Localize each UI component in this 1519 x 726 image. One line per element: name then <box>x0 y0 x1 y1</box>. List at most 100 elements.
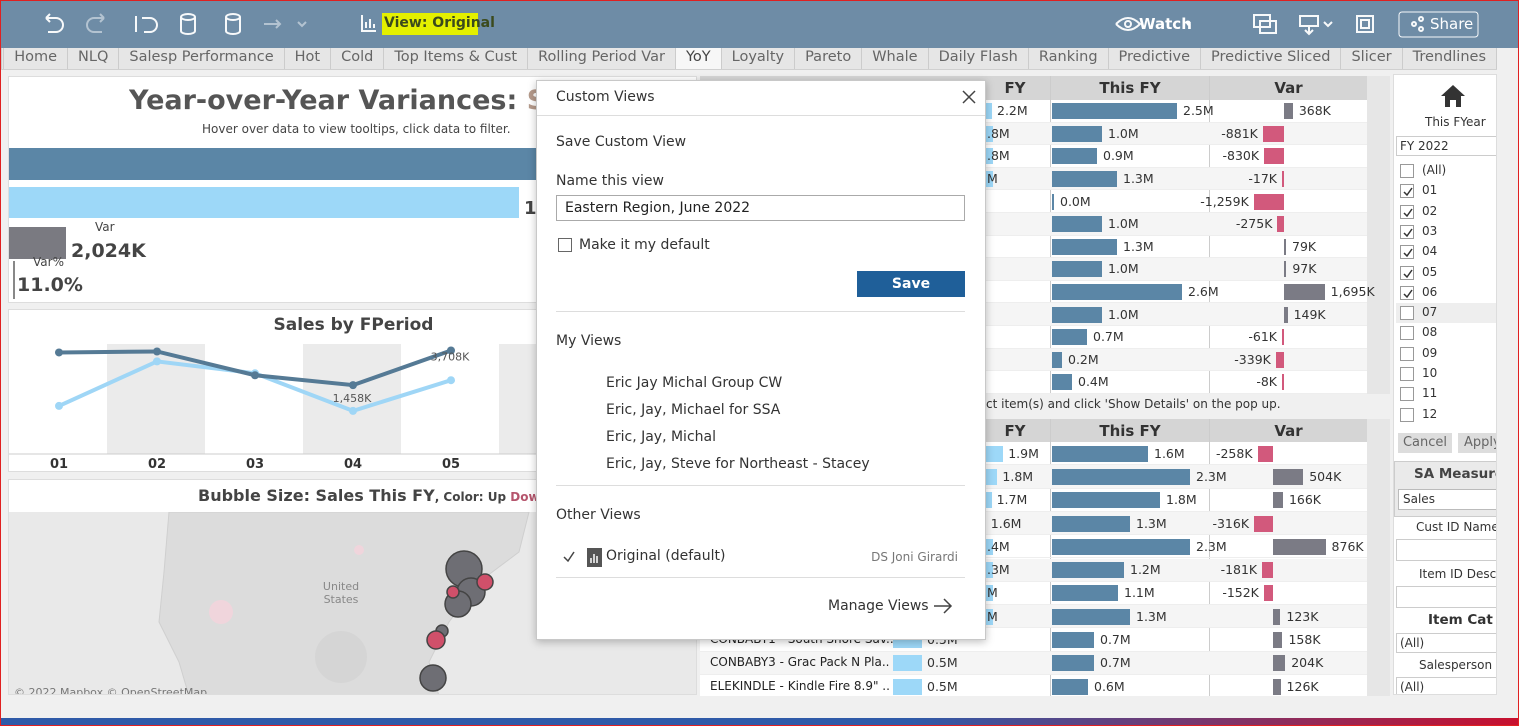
watch-button[interactable]: Watch <box>1139 15 1192 33</box>
checkbox[interactable] <box>1400 326 1414 341</box>
var-bar[interactable] <box>1262 125 1284 142</box>
this-fy-bar[interactable] <box>1052 655 1094 672</box>
tab-menu[interactable] <box>0 48 3 69</box>
tab[interactable]: Pareto <box>795 48 863 69</box>
this-fy-bar[interactable] <box>1052 468 1190 485</box>
close-icon[interactable] <box>962 90 976 104</box>
tab[interactable]: Salesp Performance <box>119 48 285 69</box>
var-bar[interactable] <box>1282 374 1284 391</box>
manage-views-link[interactable]: Manage Views <box>828 598 929 614</box>
this-fy-bar[interactable] <box>1052 445 1148 462</box>
checkbox[interactable] <box>1400 306 1414 321</box>
tab[interactable]: Hot <box>285 48 332 69</box>
filter-option[interactable]: (All) <box>1396 161 1496 181</box>
table-row[interactable]: 1.3M 79K <box>700 236 1367 259</box>
this-fy-bar[interactable] <box>1052 193 1054 210</box>
var-bar[interactable] <box>1284 261 1287 278</box>
this-fy-bar[interactable] <box>1052 538 1190 555</box>
cat-dropdown[interactable]: (All) <box>1396 633 1496 653</box>
filter-option[interactable]: 10 <box>1396 364 1496 384</box>
tab[interactable]: Predictive <box>1109 48 1202 69</box>
tab[interactable]: Cold <box>331 48 385 69</box>
this-fy-bar[interactable] <box>1052 678 1088 695</box>
this-fy-bar[interactable] <box>1052 148 1097 165</box>
fy-bar[interactable] <box>893 655 922 672</box>
checkbox[interactable] <box>1400 265 1414 280</box>
sales-this-bar[interactable] <box>9 187 519 218</box>
this-fy-bar[interactable] <box>1052 585 1118 602</box>
tab[interactable]: Predictive Sliced <box>1201 48 1342 69</box>
this-fy-bar[interactable] <box>1052 261 1102 278</box>
this-fy-bar[interactable] <box>1052 492 1160 509</box>
tab[interactable]: Ranking <box>1029 48 1109 69</box>
view-item[interactable]: Eric, Jay, Michal <box>606 429 716 445</box>
table-row[interactable]: ELEKINDLE - Kindle Fire 8.9" .. 0.5M 0.6M 1… <box>700 675 1367 699</box>
checkbox[interactable] <box>1400 224 1414 239</box>
tab[interactable]: Top Items & Cust <box>384 48 529 69</box>
filter-option[interactable]: 07 <box>1396 303 1496 324</box>
checkbox[interactable] <box>1400 164 1414 178</box>
filter-option[interactable]: 06 <box>1396 283 1496 303</box>
this-fy-bar[interactable] <box>1052 329 1087 346</box>
tab[interactable]: Home <box>4 48 69 69</box>
var-bar[interactable] <box>1264 148 1284 165</box>
item-input[interactable] <box>1396 586 1496 608</box>
tab[interactable]: Whale <box>862 48 929 69</box>
checkbox[interactable] <box>1400 407 1414 422</box>
var-bar[interactable] <box>1254 515 1273 532</box>
var-bar[interactable] <box>1273 492 1283 509</box>
view-item[interactable]: Original (default) <box>606 548 726 564</box>
checkbox[interactable] <box>1400 346 1414 361</box>
filter-option[interactable]: 08 <box>1396 323 1496 343</box>
apply-button[interactable]: Apply <box>1458 433 1496 453</box>
tab[interactable]: YoY <box>675 48 722 69</box>
tab[interactable]: Loyalty <box>722 48 796 69</box>
var-bar[interactable] <box>1282 171 1284 188</box>
var-bar[interactable] <box>1282 329 1284 346</box>
this-fy-bar[interactable] <box>1052 608 1130 625</box>
checkbox[interactable] <box>1400 367 1414 381</box>
year-dropdown[interactable]: FY 2022 <box>1396 136 1496 156</box>
var-bar[interactable] <box>1275 351 1284 368</box>
share-button[interactable]: Share <box>1430 15 1474 33</box>
this-fy-bar[interactable] <box>1052 374 1072 391</box>
var-bar[interactable] <box>9 227 66 259</box>
table-row[interactable]: 0.4M -8K <box>700 371 1367 394</box>
tab[interactable]: Trendlines <box>1403 48 1497 69</box>
measure-dropdown[interactable]: Sales <box>1398 489 1496 510</box>
this-fy-bar[interactable] <box>1052 306 1102 323</box>
checkbox[interactable] <box>1400 387 1414 402</box>
filter-option[interactable]: 03 <box>1396 222 1496 242</box>
filter-option[interactable]: 02 <box>1396 202 1496 222</box>
salesperson-dropdown[interactable]: (All) <box>1396 677 1496 694</box>
fy-bar[interactable] <box>893 678 922 695</box>
tab[interactable]: Slicer <box>1341 48 1403 69</box>
sales-last-bar[interactable] <box>9 148 537 180</box>
cust-input[interactable] <box>1396 539 1496 561</box>
var-bar[interactable] <box>1253 193 1284 210</box>
filter-option[interactable]: 04 <box>1396 242 1496 262</box>
name-input[interactable]: Eastern Region, June 2022 <box>556 195 965 221</box>
view-item[interactable]: Eric, Jay, Michael for SSA <box>606 402 781 418</box>
checkbox[interactable] <box>1400 204 1414 219</box>
filter-option[interactable]: 01 <box>1396 181 1496 201</box>
var-bar[interactable] <box>1263 585 1273 602</box>
table-row[interactable]: 0.0M -1,259K <box>700 190 1367 213</box>
view-item[interactable]: Eric, Jay, Steve for Northeast - Stacey <box>606 456 870 472</box>
filter-option[interactable]: 12 <box>1396 405 1496 425</box>
this-fy-bar[interactable] <box>1052 515 1130 532</box>
checkbox[interactable] <box>1400 245 1414 260</box>
tab[interactable]: Rolling Period Var <box>528 48 676 69</box>
this-fy-bar[interactable] <box>1052 284 1182 301</box>
this-fy-bar[interactable] <box>1052 125 1102 142</box>
tab[interactable]: NLQ <box>68 48 120 69</box>
table-row[interactable]: 2.6M 1,695K <box>700 281 1375 304</box>
this-fy-bar[interactable] <box>1052 171 1117 188</box>
var-bar[interactable] <box>1273 655 1286 672</box>
this-fy-bar[interactable] <box>1052 632 1094 649</box>
this-fy-bar[interactable] <box>1052 103 1177 120</box>
this-fy-bar[interactable] <box>1052 238 1117 255</box>
table-row[interactable]: CONBABY3 - Grac Pack N Pla.. 0.5M 0.7M 204K <box>700 651 1367 675</box>
var-bar[interactable] <box>1262 562 1273 579</box>
cancel-button[interactable]: Cancel <box>1398 433 1452 453</box>
